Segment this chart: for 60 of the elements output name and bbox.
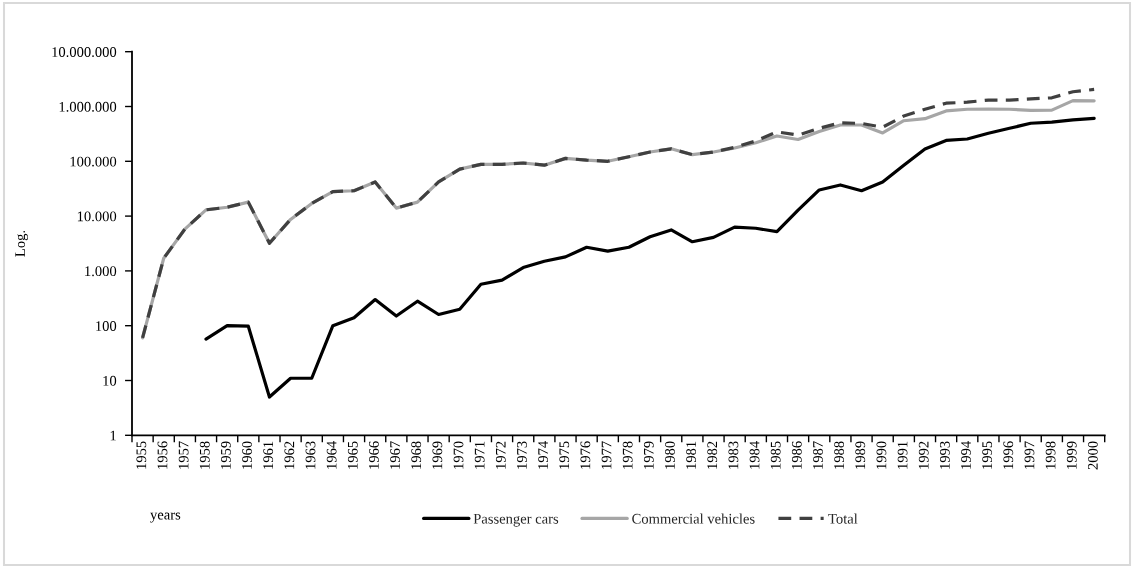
x-axis-title: years <box>150 512 181 523</box>
x-tick-label: 1959 <box>221 441 231 469</box>
y-axis-title: Log. <box>15 230 28 257</box>
y-tick-label: 1 <box>110 430 116 441</box>
y-tick-label: 10.000.000 <box>52 47 117 57</box>
x-tick-label: 1996 <box>1003 441 1014 469</box>
y-tick-label: 100 <box>96 321 117 331</box>
x-tick-label: 1979 <box>643 441 654 469</box>
x-tick-label: 1973 <box>517 441 527 469</box>
x-tick-label: 1972 <box>495 441 506 469</box>
x-tick-label: 1990 <box>876 441 887 469</box>
x-tick-label: 1964 <box>326 441 337 469</box>
x-tick-label: 1975 <box>559 441 570 469</box>
line-series <box>204 116 1096 399</box>
x-tick-label: 1986 <box>791 441 802 469</box>
x-tick-label: 1968 <box>411 441 422 469</box>
x-tick-label: 1978 <box>622 441 633 469</box>
x-tick-label: 1989 <box>855 441 866 469</box>
x-tick-label: 1957 <box>178 441 189 469</box>
x-tick-label: 1958 <box>199 441 210 469</box>
x-tick-label: 1962 <box>284 441 295 469</box>
x-tick-label: 1976 <box>580 441 591 469</box>
x-tick-label: 1991 <box>897 441 908 469</box>
y-tick-label: 1.000 <box>85 266 117 277</box>
y-tick-label: 10 <box>103 375 117 386</box>
legend-label: Total <box>828 513 858 524</box>
x-tick-label: 1963 <box>305 441 316 469</box>
x-tick-label: 1955 <box>136 441 147 469</box>
x-tick-label: 1985 <box>770 441 781 469</box>
x-tick-label: 1970 <box>453 441 464 469</box>
x-tick-label: 1982 <box>707 441 718 469</box>
x-tick-label: 1992 <box>918 441 929 469</box>
x-tick-label: 1961 <box>263 441 274 469</box>
x-tick-label: 1994 <box>961 441 971 469</box>
x-tick-label: 1971 <box>474 441 485 469</box>
x-tick-label: 1998 <box>1045 441 1056 469</box>
x-tick-label: 1997 <box>1024 441 1035 469</box>
x-tick-label: 1988 <box>834 441 845 469</box>
y-tick-label: 100.000 <box>70 156 117 167</box>
legend-label: Passenger cars <box>473 513 559 527</box>
x-tick-label: 1960 <box>242 441 252 469</box>
y-tick-label: 1.000.000 <box>59 101 117 112</box>
x-tick-label: 1987 <box>813 441 823 469</box>
x-tick-label: 1974 <box>538 441 548 469</box>
x-tick-label: 1981 <box>686 441 697 469</box>
x-tick-label: 1956 <box>157 441 168 469</box>
x-tick-label: 1999 <box>1066 441 1077 469</box>
y-tick-label: 10.000 <box>77 211 117 222</box>
x-tick-label: 1966 <box>369 441 379 469</box>
x-tick-label: 1984 <box>749 441 760 469</box>
x-tick-label: 1965 <box>347 441 358 469</box>
x-tick-label: 1969 <box>432 441 443 469</box>
x-tick-label: 1977 <box>601 441 612 469</box>
legend-label: Commercial vehicles <box>632 513 755 524</box>
x-tick-label: 1967 <box>390 441 400 469</box>
x-tick-label: 1983 <box>728 441 739 469</box>
x-tick-label: 1995 <box>982 441 993 469</box>
x-tick-label: 1980 <box>665 441 675 469</box>
x-tick-label: 2000 <box>1087 441 1098 470</box>
x-tick-label: 1993 <box>939 441 950 469</box>
